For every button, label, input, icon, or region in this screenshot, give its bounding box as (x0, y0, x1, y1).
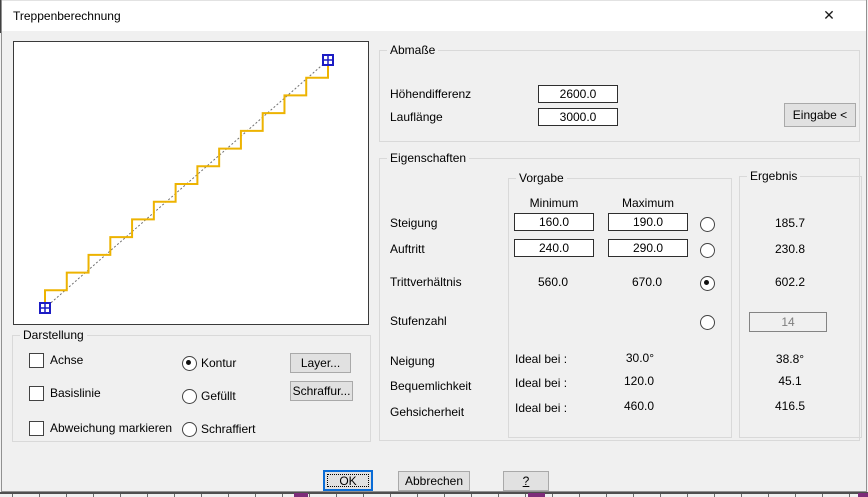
auftritt-radio[interactable] (700, 243, 715, 258)
trittverhaeltnis-max-value: 670.0 (631, 275, 663, 289)
basislinie-checkbox[interactable] (29, 386, 44, 401)
dialog-title: Treppenberechnung (13, 9, 121, 23)
background-fragment (294, 493, 308, 497)
bequemlichkeit-label: Bequemlichkeit (390, 379, 472, 393)
gehsicherheit-result: 416.5 (774, 399, 806, 413)
neigung-label: Neigung (390, 354, 435, 368)
lauflaenge-input[interactable] (538, 108, 618, 126)
auftritt-min-input[interactable] (514, 239, 594, 257)
title-bar[interactable]: Treppenberechnung ✕ (2, 0, 866, 31)
steigung-result: 185.7 (774, 216, 806, 230)
steigung-radio[interactable] (700, 217, 715, 232)
background-fragment (528, 493, 545, 497)
neigung-ideal-label: Ideal bei : (515, 352, 568, 366)
vorgabe-group: Vorgabe (508, 171, 732, 438)
darstellung-group: Darstellung Achse Basislinie Abweichung … (12, 328, 371, 442)
maximum-header: Maximum (621, 196, 674, 210)
stufenzahl-radio[interactable] (700, 315, 715, 330)
eigenschaften-group: Eigenschaften Vorgabe Ergebnis Minimum M… (379, 151, 862, 441)
stair-preview-panel (13, 41, 369, 325)
schraffiert-radio[interactable] (182, 422, 197, 437)
trittverhaeltnis-min-value: 560.0 (537, 275, 569, 289)
trittverhaeltnis-radio[interactable] (700, 276, 715, 291)
trittverhaeltnis-result: 602.2 (774, 275, 806, 289)
cancel-button[interactable]: Abbrechen (398, 471, 470, 491)
bequemlichkeit-ideal-label: Ideal bei : (515, 376, 568, 390)
close-icon: ✕ (823, 7, 835, 23)
kontur-label: Kontur (201, 356, 237, 370)
ok-button[interactable]: OK (323, 470, 373, 491)
stufenzahl-label: Stufenzahl (390, 314, 447, 328)
ergebnis-group: Ergebnis (739, 169, 862, 438)
hoehendifferenz-input[interactable] (538, 85, 618, 103)
vorgabe-group-title: Vorgabe (516, 171, 567, 185)
abweichung-label: Abweichung markieren (50, 421, 173, 435)
auftritt-label: Auftritt (390, 242, 425, 256)
schraffiert-label: Schraffiert (201, 422, 256, 436)
bequemlichkeit-result: 45.1 (778, 374, 802, 388)
schraffur-button[interactable]: Schraffur... (290, 381, 353, 401)
hoehendifferenz-label: Höhendifferenz (390, 87, 472, 101)
neigung-result: 38.8° (775, 352, 805, 366)
lauflaenge-label: Lauflänge (390, 110, 443, 124)
achse-checkbox[interactable] (29, 353, 44, 368)
eigenschaften-group-title: Eigenschaften (387, 151, 470, 165)
help-button[interactable]: ? (503, 471, 549, 491)
minimum-header: Minimum (529, 196, 579, 210)
auftritt-result: 230.8 (774, 242, 806, 256)
stair-preview-drawing (39, 54, 334, 314)
trittverhaeltnis-label: Trittverhältnis (390, 275, 462, 289)
abmasse-group-title: Abmaße (387, 43, 439, 57)
auftritt-max-input[interactable] (608, 239, 688, 257)
gefuellt-radio[interactable] (182, 389, 197, 404)
gefuellt-label: Gefüllt (201, 389, 236, 403)
background-ruler-ticks (0, 494, 868, 497)
bequemlichkeit-ideal-value: 120.0 (623, 374, 654, 388)
ergebnis-group-title: Ergebnis (747, 169, 801, 183)
darstellung-group-title: Darstellung (20, 328, 87, 342)
steigung-min-input[interactable] (514, 213, 594, 231)
background-fragment (858, 493, 868, 497)
achse-label: Achse (50, 353, 84, 367)
stufenzahl-result-box: 14 (749, 312, 827, 332)
gehsicherheit-ideal-label: Ideal bei : (515, 401, 568, 415)
close-button[interactable]: ✕ (794, 1, 864, 30)
background-ruler-line (0, 492, 868, 494)
kontur-radio[interactable] (182, 356, 197, 371)
layer-button[interactable]: Layer... (290, 353, 351, 373)
steigung-label: Steigung (390, 216, 438, 230)
steigung-max-input[interactable] (608, 213, 688, 231)
neigung-ideal-value: 30.0° (625, 351, 654, 365)
eingabe-button[interactable]: Eingabe < (784, 103, 856, 127)
abweichung-checkbox[interactable] (29, 421, 44, 436)
abmasse-group: Abmaße Höhendifferenz Lauflänge Eingabe … (379, 43, 860, 142)
basislinie-label: Basislinie (50, 386, 101, 400)
gehsicherheit-label: Gehsicherheit (390, 405, 465, 419)
gehsicherheit-ideal-value: 460.0 (623, 399, 654, 413)
